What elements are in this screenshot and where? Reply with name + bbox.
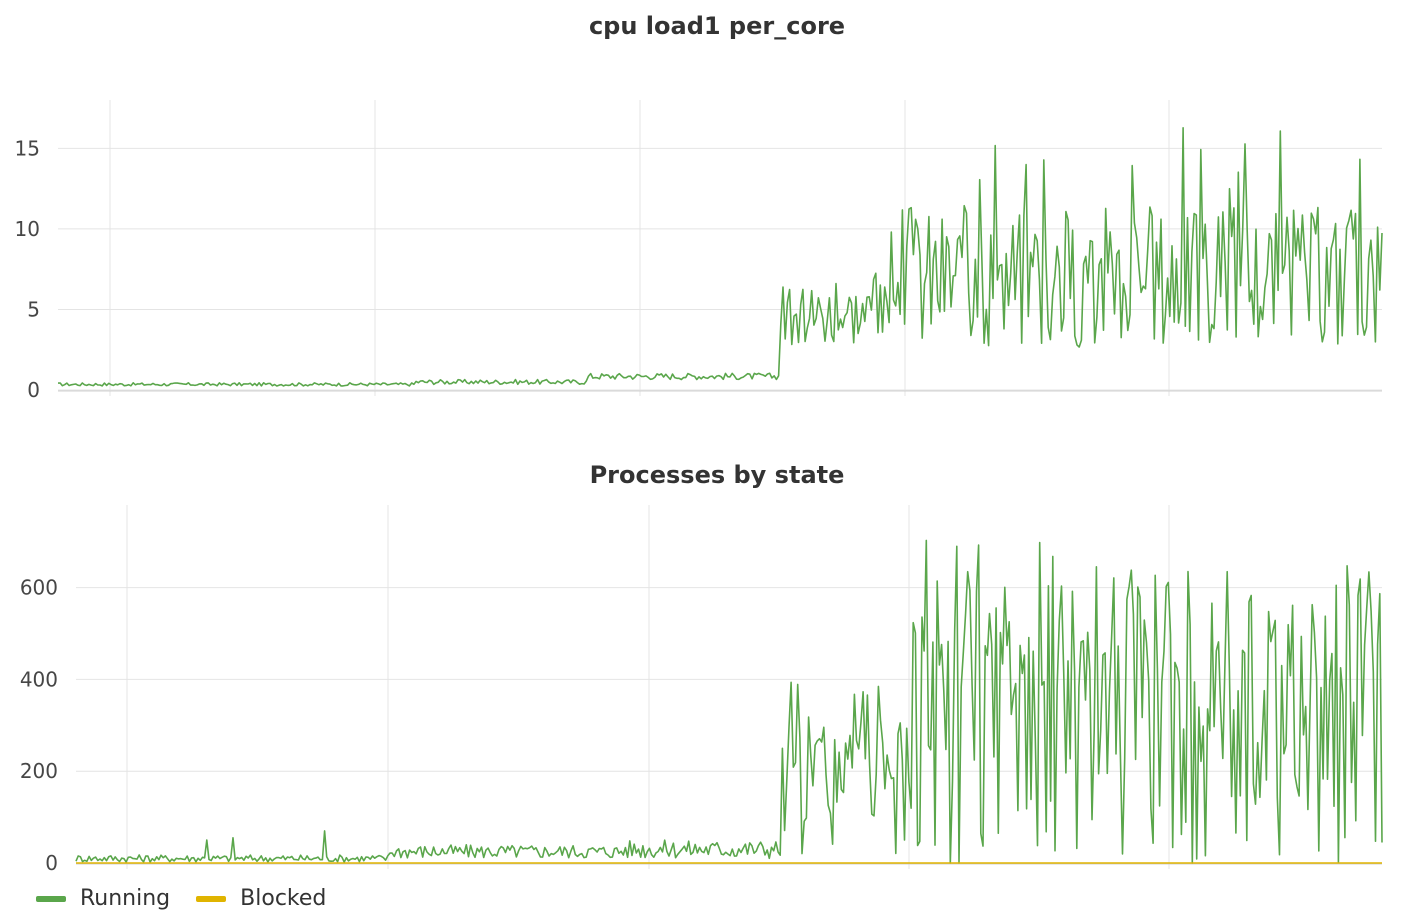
y-tick-label: 200 (20, 759, 58, 783)
legend-item-running[interactable]: Running (36, 886, 170, 911)
y-tick-label: 600 (20, 576, 58, 600)
cpu-load-chart: cpu load1 per_core 0 5 10 15 (15, 12, 1383, 402)
y-tick-label: 10 (15, 217, 40, 241)
chart-title: Processes by state (590, 461, 845, 489)
processes-by-state-chart: Processes by state 0 200 400 600 (20, 461, 1383, 875)
series-line-load1 (57, 127, 1383, 387)
legend-label-running: Running (80, 886, 171, 911)
y-tick-label: 400 (20, 667, 58, 691)
legend-swatch-running (36, 895, 66, 902)
legend-swatch-blocked (196, 895, 227, 902)
y-tick-label: 0 (27, 378, 40, 402)
chart-legend: Running Blocked (36, 886, 352, 911)
y-tick-label: 15 (15, 136, 40, 160)
legend-item-blocked[interactable]: Blocked (196, 886, 326, 911)
y-tick-label: 5 (27, 297, 40, 321)
chart-title: cpu load1 per_core (589, 12, 845, 40)
legend-label-blocked: Blocked (240, 886, 327, 911)
series-line-running (75, 539, 1383, 864)
y-tick-label: 0 (45, 851, 58, 875)
